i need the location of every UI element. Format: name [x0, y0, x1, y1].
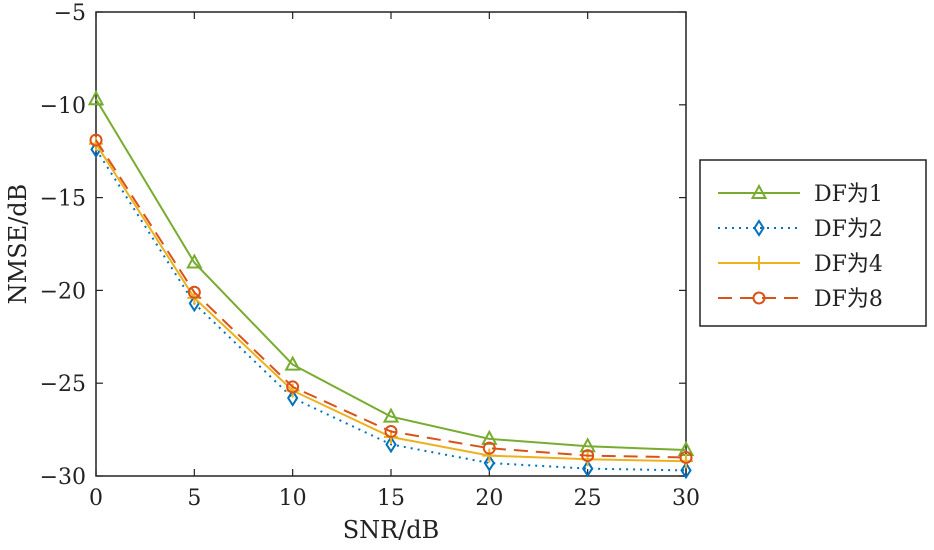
y-tick-label-0: −5: [54, 1, 86, 26]
plot-frame: [95, 11, 687, 477]
series-4: [89, 133, 693, 464]
legend-marker-2: [753, 219, 765, 237]
data-point-4-4: [482, 441, 496, 455]
data-point-2-6: [680, 461, 692, 480]
y-tick-label-3: −20: [40, 279, 86, 304]
data-point-2-4: [483, 454, 496, 472]
data-point-1-1: [186, 253, 203, 269]
data-point-1-2: [284, 355, 301, 371]
data-point-2-3: [385, 435, 397, 454]
y-axis-title: NMSE/dB: [4, 184, 32, 305]
data-point-1-5: [579, 437, 596, 453]
series-line-4: [95, 139, 687, 459]
data-point-1-4: [481, 429, 498, 445]
x-tick-label-6: 30: [672, 486, 700, 511]
x-tick-label-0: 0: [89, 486, 103, 511]
series-line-1: [95, 98, 687, 451]
x-tick-label-1: 5: [187, 486, 201, 511]
legend-label-3: DF为4: [814, 252, 883, 277]
y-tick-label-2: −15: [40, 187, 86, 212]
x-tick-label-5: 25: [574, 486, 602, 511]
x-tick-label-3: 15: [377, 486, 405, 511]
y-tick-label-5: −30: [40, 465, 86, 490]
x-tick-label-2: 10: [279, 486, 307, 511]
data-point-3-4: [482, 448, 497, 463]
data-point-4-3: [384, 424, 398, 438]
legend: DF为1 DF为2 DF为4 DF为8: [699, 159, 927, 327]
series-1: [87, 90, 695, 457]
legend-marker-4: [752, 291, 766, 305]
legend-box: [699, 159, 927, 327]
data-point-4-0: [89, 133, 103, 147]
data-point-2-2: [286, 389, 299, 407]
legend-marker-1: [750, 183, 768, 199]
x-axis-title: SNR/dB: [343, 516, 440, 544]
data-point-1-0: [87, 90, 105, 106]
y-axis: −5 −10 −15 −20 −25 −30: [40, 1, 686, 490]
data-point-4-5: [581, 449, 595, 463]
data-point-2-5: [581, 459, 594, 478]
legend-label-4: DF为8: [814, 287, 883, 312]
legend-label-1: DF为1: [814, 182, 883, 207]
data-point-1-3: [382, 407, 400, 423]
x-axis: 0 5 10 15 20 25 30: [89, 12, 700, 511]
legend-label-2: DF为2: [814, 217, 883, 242]
y-tick-label-4: −25: [40, 372, 86, 397]
data-point-4-6: [679, 450, 693, 464]
data-point-4-2: [286, 380, 300, 394]
legend-marker-3: [752, 256, 766, 270]
y-tick-label-1: −10: [40, 94, 86, 119]
series-layer: [87, 90, 695, 480]
data-point-4-1: [187, 285, 201, 299]
x-tick-label-4: 20: [475, 486, 503, 511]
